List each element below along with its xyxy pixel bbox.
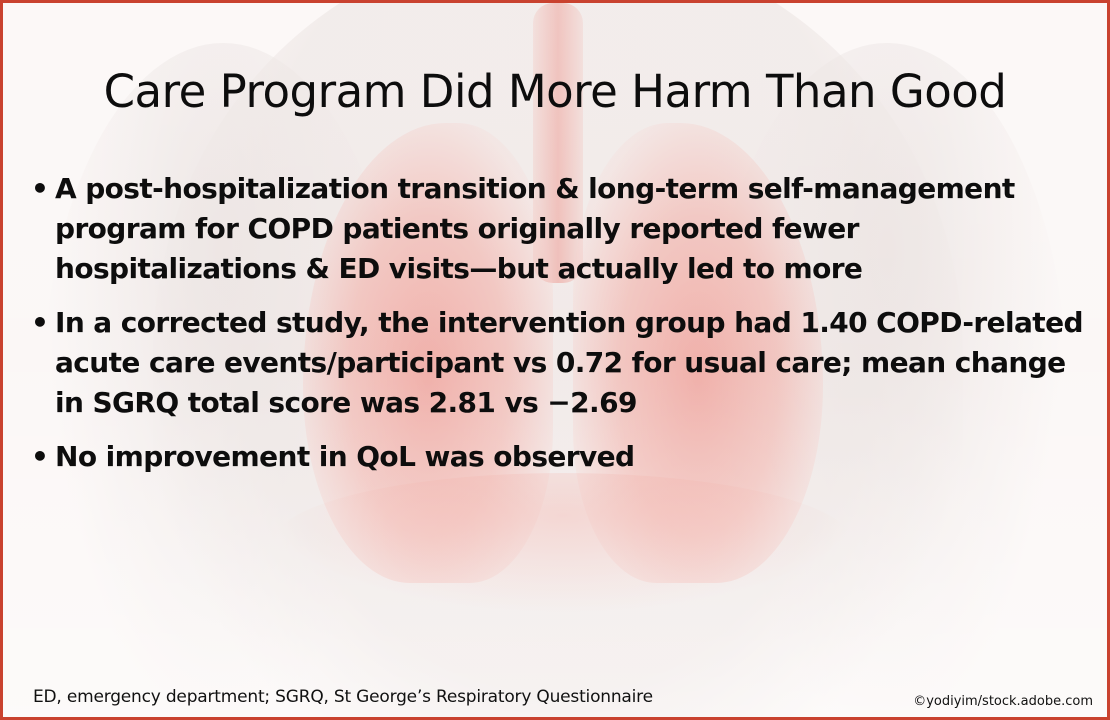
abbreviations-footnote: ED, emergency department; SGRQ, St Georg… <box>33 687 653 707</box>
bullet-list: • A post-hospitalization transition & lo… <box>31 169 1091 491</box>
bullet-text: A post-hospitalization transition & long… <box>55 172 1015 285</box>
slide-content: Care Program Did More Harm Than Good • A… <box>3 3 1107 717</box>
bullet-icon: • <box>31 440 49 473</box>
bullet-item: • In a corrected study, the intervention… <box>31 303 1091 423</box>
bullet-icon: • <box>31 306 49 339</box>
bullet-item: • A post-hospitalization transition & lo… <box>31 169 1091 289</box>
image-credit: ©yodiyim/stock.adobe.com <box>913 694 1093 709</box>
bullet-item: • No improvement in QoL was observed <box>31 437 1091 477</box>
bullet-icon: • <box>31 172 49 205</box>
bullet-text: No improvement in QoL was observed <box>55 440 635 473</box>
bullet-text: In a corrected study, the intervention g… <box>55 306 1084 419</box>
slide-title: Care Program Did More Harm Than Good <box>103 65 1007 118</box>
